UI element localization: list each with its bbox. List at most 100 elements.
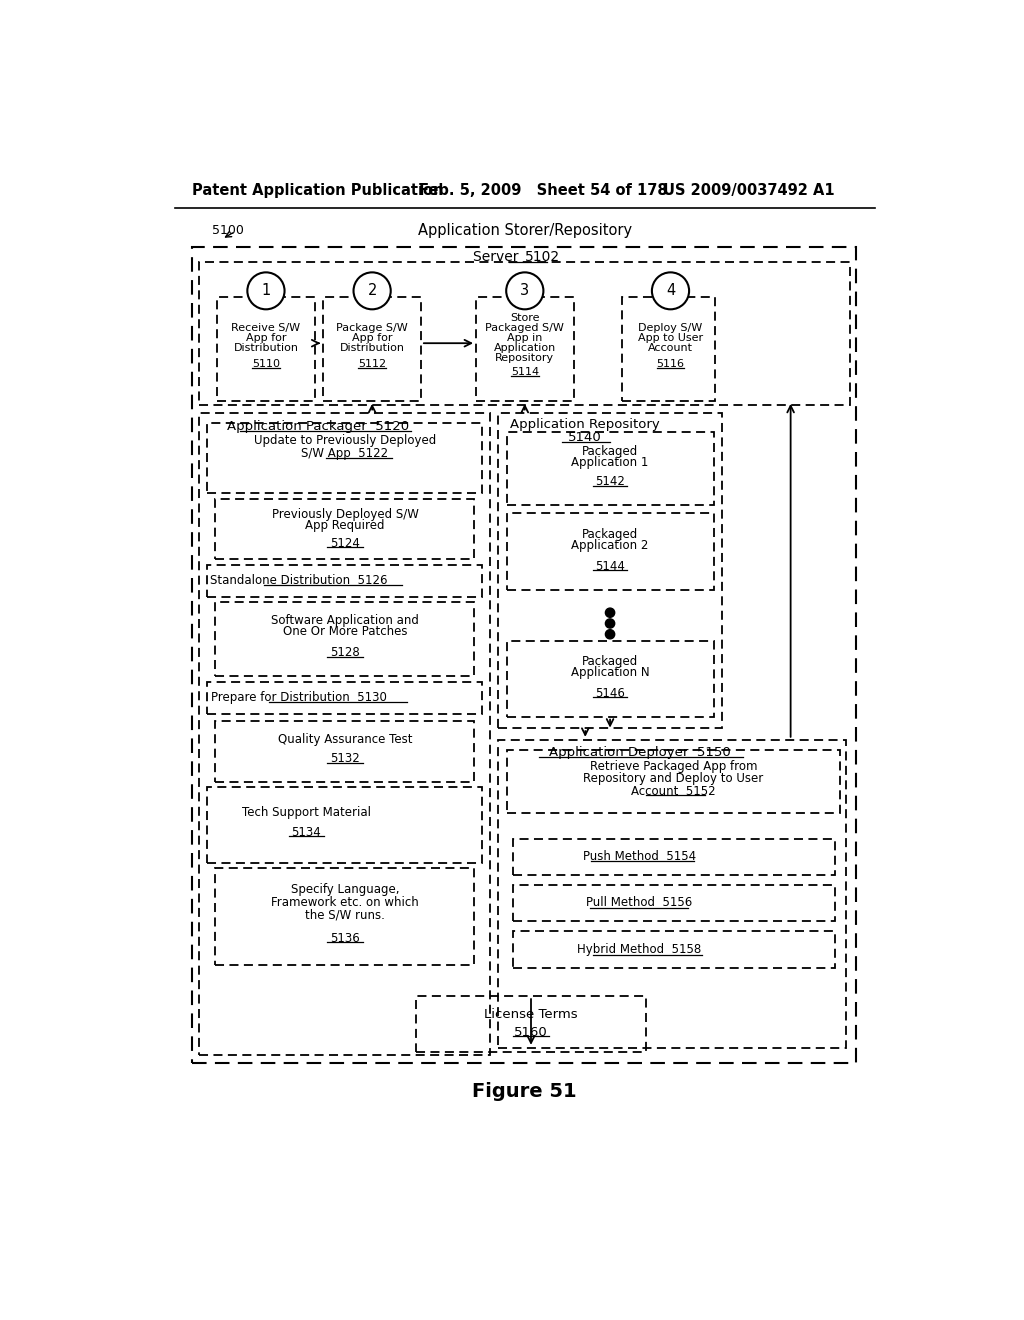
Bar <box>498 412 722 729</box>
Bar <box>215 602 474 676</box>
Text: Application 1: Application 1 <box>571 455 649 469</box>
Text: Figure 51: Figure 51 <box>472 1082 578 1101</box>
Bar <box>200 413 489 1056</box>
Bar <box>622 297 715 401</box>
Text: 4: 4 <box>666 284 675 298</box>
Text: 5136: 5136 <box>330 932 359 945</box>
Text: Hybrid Method  5158: Hybrid Method 5158 <box>578 944 701 957</box>
Text: Prepare for Distribution  5130: Prepare for Distribution 5130 <box>211 690 386 704</box>
Text: Pull Method  5156: Pull Method 5156 <box>587 896 692 909</box>
Bar <box>476 297 573 401</box>
Text: Application Packager  5120: Application Packager 5120 <box>226 420 409 433</box>
Text: 5140: 5140 <box>568 430 602 444</box>
Text: Push Method  5154: Push Method 5154 <box>583 850 696 863</box>
Text: Application Deployer  5150: Application Deployer 5150 <box>549 746 730 759</box>
Text: Receive S/W: Receive S/W <box>231 323 300 333</box>
Bar <box>191 247 856 1063</box>
Bar <box>217 297 314 401</box>
Circle shape <box>605 619 614 628</box>
Text: Repository and Deploy to User: Repository and Deploy to User <box>584 772 764 785</box>
Text: Specify Language,: Specify Language, <box>291 883 399 896</box>
Text: Server: Server <box>473 249 523 264</box>
Text: App Required: App Required <box>305 519 385 532</box>
Bar <box>513 932 835 969</box>
Text: Package S/W: Package S/W <box>336 323 408 333</box>
Text: Update to Previously Deployed: Update to Previously Deployed <box>254 434 436 447</box>
Bar <box>513 886 835 921</box>
Bar <box>324 297 421 401</box>
Circle shape <box>353 272 391 309</box>
Bar <box>207 565 482 598</box>
Bar <box>513 840 835 875</box>
Text: 5144: 5144 <box>595 560 625 573</box>
Text: Application Repository: Application Repository <box>510 418 660 432</box>
Text: 5110: 5110 <box>252 359 280 370</box>
Bar <box>507 642 714 717</box>
Text: One Or More Patches: One Or More Patches <box>283 626 408 639</box>
Text: the S/W runs.: the S/W runs. <box>305 908 385 921</box>
Circle shape <box>248 272 285 309</box>
Text: Account: Account <box>648 343 693 352</box>
Text: Application Storer/Repository: Application Storer/Repository <box>418 223 632 238</box>
Text: 5116: 5116 <box>656 359 684 370</box>
Text: License Terms: License Terms <box>484 1008 578 1022</box>
Text: Packaged: Packaged <box>582 445 638 458</box>
Circle shape <box>605 630 614 639</box>
Text: Packaged: Packaged <box>582 528 638 541</box>
Text: Application N: Application N <box>570 667 649 680</box>
Text: 5102: 5102 <box>524 249 560 264</box>
Text: 5100: 5100 <box>212 223 244 236</box>
Text: Tech Support Material: Tech Support Material <box>242 807 371 820</box>
Circle shape <box>506 272 544 309</box>
Text: Patent Application Publication: Patent Application Publication <box>191 183 443 198</box>
Text: Application 2: Application 2 <box>571 539 649 552</box>
Bar <box>207 422 482 494</box>
Text: 3: 3 <box>520 284 529 298</box>
Circle shape <box>652 272 689 309</box>
Bar <box>207 682 482 714</box>
Text: US 2009/0037492 A1: US 2009/0037492 A1 <box>663 183 835 198</box>
Text: Previously Deployed S/W: Previously Deployed S/W <box>271 508 419 521</box>
Bar <box>498 739 847 1048</box>
Text: Quality Assurance Test: Quality Assurance Test <box>278 733 413 746</box>
Text: Distribution: Distribution <box>233 343 298 352</box>
Text: 5114: 5114 <box>511 367 539 376</box>
Text: 5160: 5160 <box>514 1026 548 1039</box>
Text: 5128: 5128 <box>330 647 359 659</box>
Bar <box>417 997 646 1052</box>
Text: Packaged S/W: Packaged S/W <box>485 323 564 333</box>
Text: S/W App  5122: S/W App 5122 <box>301 446 388 459</box>
Text: Packaged: Packaged <box>582 655 638 668</box>
Text: 5146: 5146 <box>595 686 625 700</box>
Text: Software Application and: Software Application and <box>271 614 419 627</box>
Circle shape <box>605 609 614 618</box>
Text: 5112: 5112 <box>358 359 386 370</box>
Text: Deploy S/W: Deploy S/W <box>638 323 702 333</box>
Text: Feb. 5, 2009   Sheet 54 of 178: Feb. 5, 2009 Sheet 54 of 178 <box>419 183 668 198</box>
Bar <box>507 750 841 813</box>
Text: Framework etc. on which: Framework etc. on which <box>271 896 419 908</box>
Text: Distribution: Distribution <box>340 343 404 352</box>
Bar <box>215 499 474 558</box>
Text: Store: Store <box>510 313 540 323</box>
Text: 5134: 5134 <box>292 825 322 838</box>
Bar <box>507 432 714 506</box>
Text: App for: App for <box>246 333 286 343</box>
Text: App to User: App to User <box>638 333 703 343</box>
Bar <box>215 869 474 965</box>
Text: 5142: 5142 <box>595 475 625 488</box>
Bar <box>507 512 714 590</box>
Text: Retrieve Packaged App from: Retrieve Packaged App from <box>590 760 758 774</box>
Text: App for: App for <box>352 333 392 343</box>
Text: 1: 1 <box>261 284 270 298</box>
Text: 2: 2 <box>368 284 377 298</box>
Text: 5132: 5132 <box>330 752 359 766</box>
Text: Standalone Distribution  5126: Standalone Distribution 5126 <box>210 574 387 587</box>
Text: App in: App in <box>507 333 543 343</box>
Text: Account  5152: Account 5152 <box>631 785 716 797</box>
Text: Application: Application <box>494 343 556 352</box>
Text: Repository: Repository <box>496 352 554 363</box>
Text: 5124: 5124 <box>330 537 360 550</box>
Bar <box>200 263 850 405</box>
Bar <box>215 721 474 781</box>
